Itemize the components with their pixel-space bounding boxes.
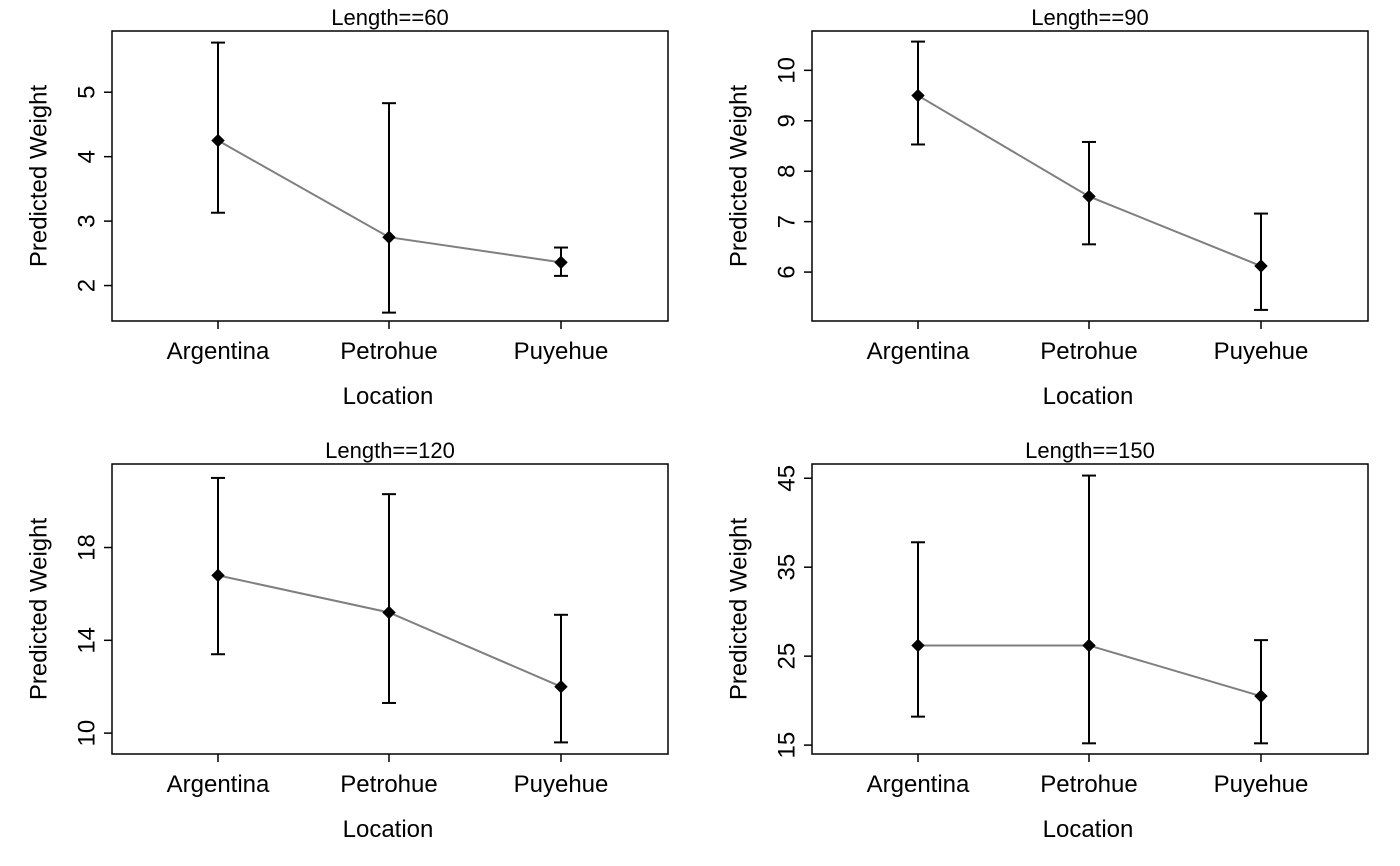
data-point-argentina — [911, 638, 925, 653]
y-tick-label: 6 — [773, 265, 800, 278]
data-point-puyehue — [554, 255, 568, 270]
plot-frame — [111, 463, 669, 755]
panel-2: Length==90 6 7 8 9 10 Predicted Weight Argentin… — [725, 5, 1369, 410]
y-tick-label: 4 — [73, 150, 100, 163]
chart-title: Length==90 — [1031, 5, 1148, 30]
data-point-argentina — [211, 133, 225, 148]
x-tick-label: Petrohue — [340, 771, 437, 798]
x-axis-label: Location — [343, 816, 434, 843]
y-tick-label: 25 — [773, 643, 800, 670]
x-tick-label: Argentina — [167, 771, 270, 798]
y-axis-label: Predicted Weight — [725, 85, 752, 268]
y-tick-label: 45 — [773, 465, 800, 492]
chart-title: Length==120 — [325, 438, 455, 463]
data-point-petrohue — [1082, 638, 1096, 653]
y-tick-label: 35 — [773, 554, 800, 581]
y-tick-label: 18 — [73, 534, 100, 561]
x-tick-label: Argentina — [167, 338, 270, 365]
data-point-argentina — [911, 88, 925, 103]
y-tick-label: 3 — [73, 214, 100, 227]
panel-1: Length==60 2 3 4 5 Predicted Weight Argentina P… — [25, 5, 669, 410]
y-tick-label: 10 — [773, 57, 800, 84]
y-axis-label: Predicted Weight — [725, 518, 752, 701]
y-axis-label: Predicted Weight — [25, 518, 52, 701]
x-tick-label: Argentina — [867, 338, 970, 365]
y-tick-label: 2 — [73, 279, 100, 292]
x-tick-label: Puyehue — [514, 771, 609, 798]
plot-frame — [811, 463, 1369, 755]
x-axis-label: Location — [343, 383, 434, 410]
panel-3: Length==120 10 14 18 Predicted Weight Argenti… — [25, 438, 669, 843]
x-tick-label: Petrohue — [1040, 771, 1137, 798]
x-tick-label: Puyehue — [1214, 338, 1309, 365]
error-bar-petrohue — [382, 102, 396, 314]
data-point-puyehue — [1254, 689, 1268, 703]
y-tick-label: 9 — [773, 114, 800, 127]
data-point-puyehue — [1254, 259, 1268, 273]
error-bar-petrohue — [1082, 474, 1096, 745]
y-tick-label: 10 — [73, 720, 100, 747]
x-axis-label: Location — [1043, 816, 1134, 843]
error-bar-puyehue — [554, 613, 568, 744]
error-bar-argentina — [211, 41, 225, 214]
x-tick-label: Petrohue — [340, 338, 437, 365]
y-tick-label: 7 — [773, 215, 800, 228]
x-tick-label: Argentina — [867, 771, 970, 798]
y-tick-label: 5 — [73, 86, 100, 99]
y-tick-label: 8 — [773, 165, 800, 178]
x-tick-label: Puyehue — [514, 338, 609, 365]
y-tick-label: 15 — [773, 732, 800, 759]
x-tick-label: Petrohue — [1040, 338, 1137, 365]
error-bar-argentina — [911, 541, 925, 718]
data-point-petrohue — [382, 605, 396, 620]
error-bar-argentina — [211, 476, 225, 656]
error-bar-petrohue — [382, 493, 396, 704]
panel-4: Length==150 15 25 35 45 Predicted Weight Argen… — [725, 438, 1369, 843]
y-tick-label: 14 — [73, 627, 100, 654]
x-axis-label: Location — [1043, 383, 1134, 410]
data-point-petrohue — [1082, 189, 1096, 204]
chart-title: Length==150 — [1025, 438, 1155, 463]
plot-frame — [111, 30, 669, 322]
x-tick-label: Puyehue — [1214, 771, 1309, 798]
data-point-petrohue — [382, 230, 396, 244]
chart-title: Length==60 — [331, 5, 448, 30]
data-point-puyehue — [554, 680, 568, 694]
y-axis-label: Predicted Weight — [25, 85, 52, 268]
data-point-argentina — [211, 568, 225, 583]
plot-frame — [811, 30, 1369, 322]
